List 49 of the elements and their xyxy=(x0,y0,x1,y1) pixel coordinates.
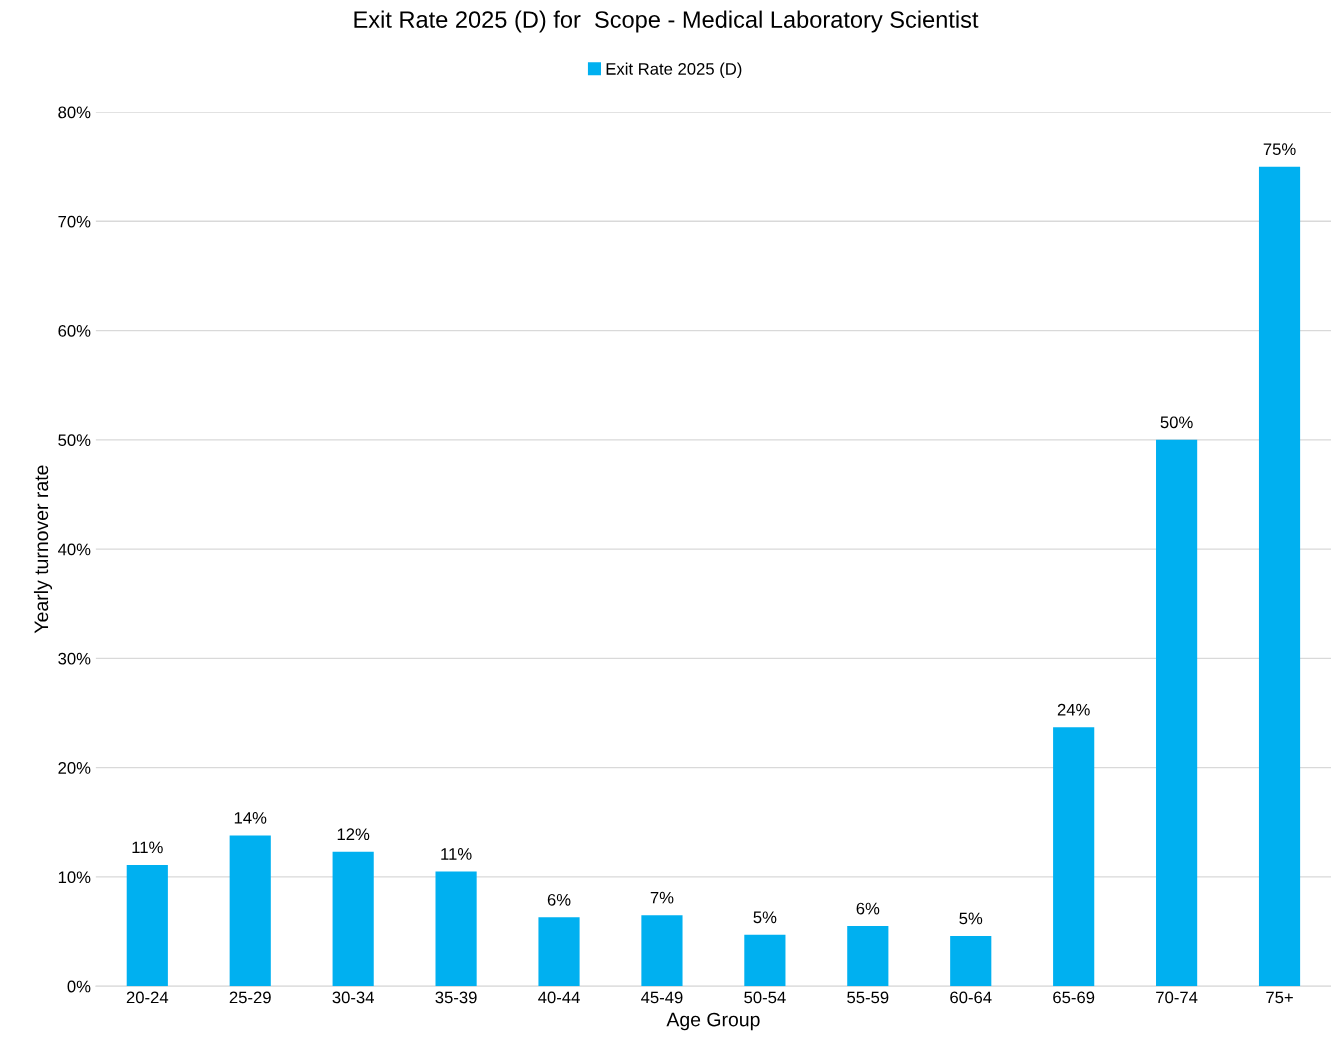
y-tick-label: 40% xyxy=(58,543,91,556)
x-tick-label: 70-74 xyxy=(1156,991,1198,1004)
bar xyxy=(229,835,271,987)
data-label: 7% xyxy=(650,891,674,904)
y-tick-label: 60% xyxy=(58,324,91,337)
x-tick-label: 65-69 xyxy=(1053,991,1095,1004)
bar xyxy=(744,934,786,987)
x-tick-label: 50-54 xyxy=(744,991,786,1004)
bar xyxy=(435,871,477,987)
data-label: 5% xyxy=(753,911,777,924)
bar xyxy=(950,935,992,987)
y-tick-label: 80% xyxy=(58,106,91,119)
x-tick-label: 20-24 xyxy=(126,991,169,1004)
x-axis-title: Age Group xyxy=(666,1012,760,1031)
bar xyxy=(1053,727,1095,987)
bar xyxy=(641,915,683,987)
bar xyxy=(847,926,889,987)
bar xyxy=(538,917,580,987)
data-label: 11% xyxy=(441,848,472,860)
data-label: 12% xyxy=(337,828,370,841)
data-label: 24% xyxy=(1057,703,1090,716)
x-tick-label: 25-29 xyxy=(229,991,271,1004)
legend-label: Exit Rate 2025 (D) xyxy=(606,62,742,79)
y-tick-label: 70% xyxy=(58,215,91,228)
x-tick-label: 30-34 xyxy=(332,991,374,1004)
x-tick-label: 55-59 xyxy=(847,991,889,1004)
x-tick-label: 40-44 xyxy=(538,991,580,1004)
y-tick-label: 50% xyxy=(58,434,91,447)
y-tick-label: 30% xyxy=(58,652,91,665)
bar xyxy=(1156,439,1198,987)
data-label: 14% xyxy=(234,812,267,824)
data-label: 50% xyxy=(1160,416,1193,429)
x-tick-label: 75+ xyxy=(1266,991,1293,1004)
y-axis-title: Yearly turnover rate xyxy=(33,465,53,634)
data-label: 6% xyxy=(856,902,880,915)
data-label: 11% xyxy=(132,841,163,854)
x-tick-label: 60-64 xyxy=(950,991,992,1004)
bar xyxy=(126,864,168,987)
data-label: 75% xyxy=(1263,143,1296,156)
data-label: 6% xyxy=(547,893,571,906)
x-tick-label: 45-49 xyxy=(641,991,683,1004)
y-tick-label: 20% xyxy=(58,762,91,774)
chart-title: Exit Rate 2025 (D) for Scope - Medical Laboratory Scientist xyxy=(354,10,979,33)
y-tick-label: 0% xyxy=(67,980,91,993)
x-tick-label: 35-39 xyxy=(435,991,477,1004)
data-label: 5% xyxy=(959,912,983,925)
bar xyxy=(332,851,374,987)
bar xyxy=(1258,166,1301,987)
y-tick-label: 10% xyxy=(58,871,91,884)
